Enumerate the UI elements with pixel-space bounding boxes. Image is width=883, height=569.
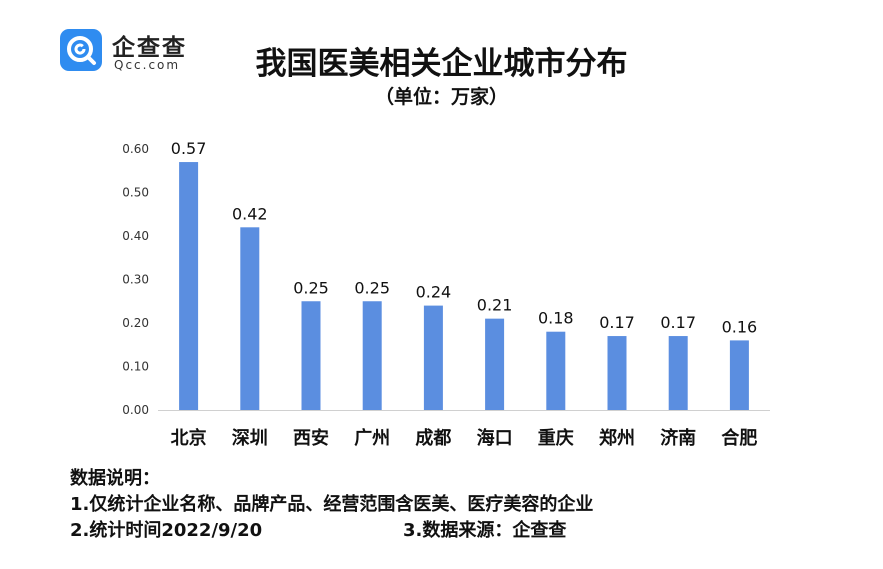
- y-tick-label: 0.00: [122, 403, 149, 417]
- x-tick-label: 成都: [415, 427, 451, 449]
- x-tick-label: 北京: [171, 427, 207, 449]
- bar: [729, 340, 749, 410]
- data-label: 0.18: [538, 309, 574, 328]
- bar: [485, 318, 505, 410]
- data-label: 0.17: [599, 313, 635, 332]
- notes-line-1: 1.仅统计企业名称、品牌产品、经营范围含医美、医疗美容的企业: [70, 494, 594, 515]
- x-tick-label: 海口: [477, 427, 513, 449]
- x-tick-label: 深圳: [232, 427, 268, 449]
- data-label: 0.21: [477, 296, 513, 315]
- data-label: 0.25: [293, 278, 329, 297]
- chart-title: 我国医美相关企业城市分布: [255, 46, 628, 82]
- data-label: 0.25: [354, 278, 390, 297]
- y-tick-label: 0.30: [122, 273, 149, 287]
- bar: [423, 305, 443, 410]
- data-label: 0.24: [416, 283, 452, 302]
- bar-chart: 0.00 0.10 0.20 0.30 0.40 0.50 0.60 0.57 北京 0.42 深圳…: [122, 139, 770, 449]
- y-tick-label: 0.40: [122, 229, 149, 243]
- bar: [240, 227, 260, 410]
- bar: [668, 336, 688, 410]
- logo-domain: Qcc.com: [114, 58, 181, 72]
- x-tick-label: 广州: [354, 427, 390, 449]
- x-tick-label: 济南: [660, 427, 696, 449]
- data-label: 0.42: [232, 204, 268, 223]
- chart-subtitle: （单位：万家）: [374, 86, 508, 108]
- notes-line-2-right: 3.数据来源：企查查: [403, 520, 567, 541]
- y-tick-label: 0.50: [122, 186, 149, 200]
- bar: [301, 301, 321, 410]
- qcc-logo-icon: [60, 29, 102, 71]
- x-tick-label: 西安: [293, 427, 329, 449]
- y-tick-label: 0.10: [122, 360, 149, 374]
- bar: [546, 331, 566, 410]
- notes-heading: 数据说明：: [70, 468, 160, 489]
- x-tick-label: 合肥: [721, 427, 757, 449]
- bar: [607, 336, 627, 410]
- qcc-logo: 企查查 Qcc.com: [60, 27, 210, 75]
- bar: [179, 162, 199, 410]
- data-label: 0.57: [171, 139, 207, 158]
- y-tick-label: 0.60: [122, 142, 149, 156]
- logo-name: 企查查: [112, 35, 187, 61]
- y-tick-label: 0.20: [122, 316, 149, 330]
- x-tick-label: 重庆: [538, 427, 574, 449]
- data-label: 0.16: [722, 317, 758, 336]
- notes-line-2-left: 2.统计时间2022/9/20: [70, 520, 263, 541]
- data-label: 0.17: [660, 313, 696, 332]
- x-tick-label: 郑州: [599, 427, 635, 449]
- bar: [362, 301, 382, 410]
